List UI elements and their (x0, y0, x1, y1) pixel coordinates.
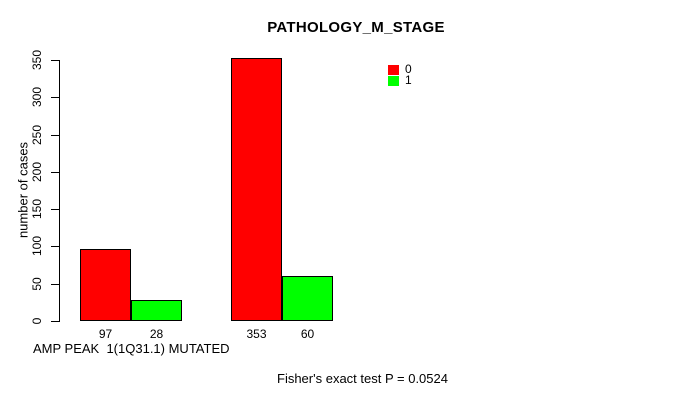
y-tick-mark (51, 135, 59, 136)
y-tick-mark (51, 60, 59, 61)
y-tick-mark (51, 284, 59, 285)
legend-entry: 0 (388, 62, 412, 76)
y-tick-label: 250 (30, 124, 44, 146)
y-tick-mark (51, 321, 59, 322)
bar-value-label: 353 (246, 327, 267, 341)
y-tick-mark (51, 209, 59, 210)
bar-value-label: 28 (149, 327, 164, 341)
y-tick-mark (51, 246, 59, 247)
y-tick-label: 350 (30, 49, 44, 71)
y-axis-title: number of cases (15, 141, 31, 239)
bar-value-label: 60 (300, 327, 315, 341)
legend-label: 1 (405, 73, 412, 87)
bar-series-0-group-2 (231, 58, 282, 321)
y-tick-label: 100 (30, 235, 44, 257)
y-tick-label: 0 (30, 317, 44, 325)
legend-swatch-0 (388, 64, 399, 75)
y-tick-label: 50 (30, 277, 44, 291)
y-tick-label: 300 (30, 86, 44, 108)
bar-value-label: 97 (98, 327, 113, 341)
bar-series-0-group-1 (80, 249, 131, 321)
legend-entry: 1 (388, 73, 412, 87)
chart-title: PATHOLOGY_M_STAGE (267, 19, 445, 36)
y-tick-label: 200 (30, 161, 44, 183)
y-tick-label: 150 (30, 198, 44, 220)
y-tick-mark (51, 97, 59, 98)
x-axis-title: AMP PEAK 1(1Q31.1) MUTATED (33, 341, 230, 356)
stats-annotation: Fisher's exact test P = 0.0524 (277, 371, 448, 386)
legend-label: 0 (405, 62, 412, 76)
y-tick-mark (51, 172, 59, 173)
bar-series-1-group-1 (131, 300, 182, 321)
bar-series-1-group-2 (282, 276, 333, 321)
y-axis-line (59, 60, 60, 322)
legend-swatch-1 (388, 75, 399, 86)
